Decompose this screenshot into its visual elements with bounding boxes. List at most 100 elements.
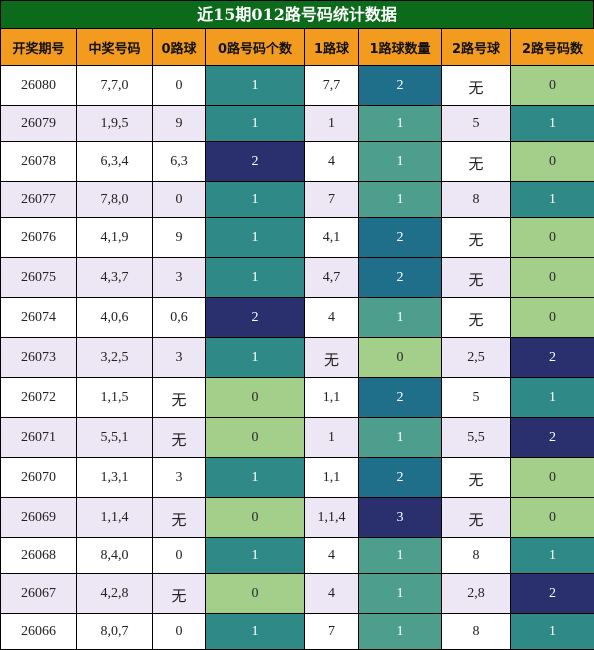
cell-route0-count: 1 (206, 538, 305, 574)
cell-numbers: 4,2,8 (77, 574, 153, 614)
cell-route2-balls: 无 (442, 498, 511, 538)
cell-route1-balls: 1,1,4 (305, 498, 359, 538)
cell-route0-count: 0 (206, 574, 305, 614)
cell-route2-balls: 无 (442, 458, 511, 498)
cell-route2-balls: 无 (442, 218, 511, 258)
cell-route0-balls: 无 (153, 498, 206, 538)
stats-table: 开奖期号 中奖号码 0路球 0路号码个数 1路球 1路球数量 2路号球 2路号码… (0, 28, 594, 650)
cell-route0-count: 1 (206, 458, 305, 498)
cell-route0-count: 0 (206, 378, 305, 418)
cell-route2-balls: 无 (442, 142, 511, 182)
cell-route2-balls: 5,5 (442, 418, 511, 458)
cell-route2-count: 0 (511, 298, 594, 338)
cell-route1-count: 1 (359, 106, 442, 142)
cell-numbers: 8,4,0 (77, 538, 153, 574)
header-route2-balls: 2路号球 (442, 29, 511, 66)
header-route0-count: 0路号码个数 (206, 29, 305, 66)
cell-numbers: 4,0,6 (77, 298, 153, 338)
cell-issue: 26076 (1, 218, 77, 258)
cell-route1-balls: 无 (305, 338, 359, 378)
cell-route0-balls: 0 (153, 614, 206, 650)
header-route1-balls: 1路球 (305, 29, 359, 66)
cell-issue: 26071 (1, 418, 77, 458)
cell-route2-count: 0 (511, 142, 594, 182)
cell-route1-balls: 7,7 (305, 66, 359, 106)
cell-route1-balls: 1 (305, 106, 359, 142)
cell-numbers: 1,1,4 (77, 498, 153, 538)
cell-route0-balls: 无 (153, 574, 206, 614)
cell-route2-balls: 无 (442, 298, 511, 338)
cell-route2-count: 1 (511, 106, 594, 142)
cell-route2-balls: 8 (442, 614, 511, 650)
cell-route0-count: 1 (206, 218, 305, 258)
cell-route1-count: 1 (359, 574, 442, 614)
cell-numbers: 4,3,7 (77, 258, 153, 298)
cell-route1-count: 3 (359, 498, 442, 538)
table-title: 近15期012路号码统计数据 (0, 0, 594, 28)
cell-route0-count: 2 (206, 142, 305, 182)
cell-route2-balls: 8 (442, 538, 511, 574)
cell-route0-balls: 9 (153, 106, 206, 142)
cell-route0-count: 0 (206, 498, 305, 538)
cell-route2-balls: 2,8 (442, 574, 511, 614)
cell-route0-count: 1 (206, 258, 305, 298)
header-numbers: 中奖号码 (77, 29, 153, 66)
cell-route0-balls: 3 (153, 338, 206, 378)
cell-route1-balls: 4,1 (305, 218, 359, 258)
cell-numbers: 6,3,4 (77, 142, 153, 182)
cell-route2-count: 0 (511, 218, 594, 258)
cell-issue: 26080 (1, 66, 77, 106)
cell-route1-count: 2 (359, 66, 442, 106)
cell-route2-count: 1 (511, 378, 594, 418)
cell-issue: 26072 (1, 378, 77, 418)
cell-route0-balls: 无 (153, 378, 206, 418)
cell-issue: 26074 (1, 298, 77, 338)
cell-route1-balls: 4 (305, 142, 359, 182)
cell-route1-balls: 7 (305, 182, 359, 218)
cell-route0-count: 1 (206, 338, 305, 378)
header-route0-balls: 0路球 (153, 29, 206, 66)
cell-numbers: 7,7,0 (77, 66, 153, 106)
cell-route2-count: 1 (511, 538, 594, 574)
cell-numbers: 1,3,1 (77, 458, 153, 498)
cell-issue: 26070 (1, 458, 77, 498)
cell-route1-count: 1 (359, 142, 442, 182)
cell-numbers: 1,9,5 (77, 106, 153, 142)
cell-route1-count: 2 (359, 258, 442, 298)
cell-numbers: 1,1,5 (77, 378, 153, 418)
cell-route2-count: 2 (511, 574, 594, 614)
cell-route1-count: 1 (359, 538, 442, 574)
cell-route1-count: 1 (359, 298, 442, 338)
cell-route2-count: 0 (511, 458, 594, 498)
cell-route2-balls: 8 (442, 182, 511, 218)
cell-route2-count: 2 (511, 338, 594, 378)
cell-route2-balls: 5 (442, 106, 511, 142)
cell-route2-count: 1 (511, 614, 594, 650)
cell-route1-balls: 4,7 (305, 258, 359, 298)
cell-issue: 26079 (1, 106, 77, 142)
cell-route1-balls: 1,1 (305, 458, 359, 498)
cell-route2-count: 2 (511, 418, 594, 458)
cell-numbers: 4,1,9 (77, 218, 153, 258)
cell-issue: 26078 (1, 142, 77, 182)
cell-issue: 26067 (1, 574, 77, 614)
cell-issue: 26068 (1, 538, 77, 574)
cell-route0-balls: 3 (153, 458, 206, 498)
cell-route1-count: 1 (359, 182, 442, 218)
cell-route2-count: 0 (511, 498, 594, 538)
cell-route2-balls: 5 (442, 378, 511, 418)
cell-route0-balls: 3 (153, 258, 206, 298)
cell-route0-balls: 无 (153, 418, 206, 458)
cell-route2-balls: 无 (442, 258, 511, 298)
